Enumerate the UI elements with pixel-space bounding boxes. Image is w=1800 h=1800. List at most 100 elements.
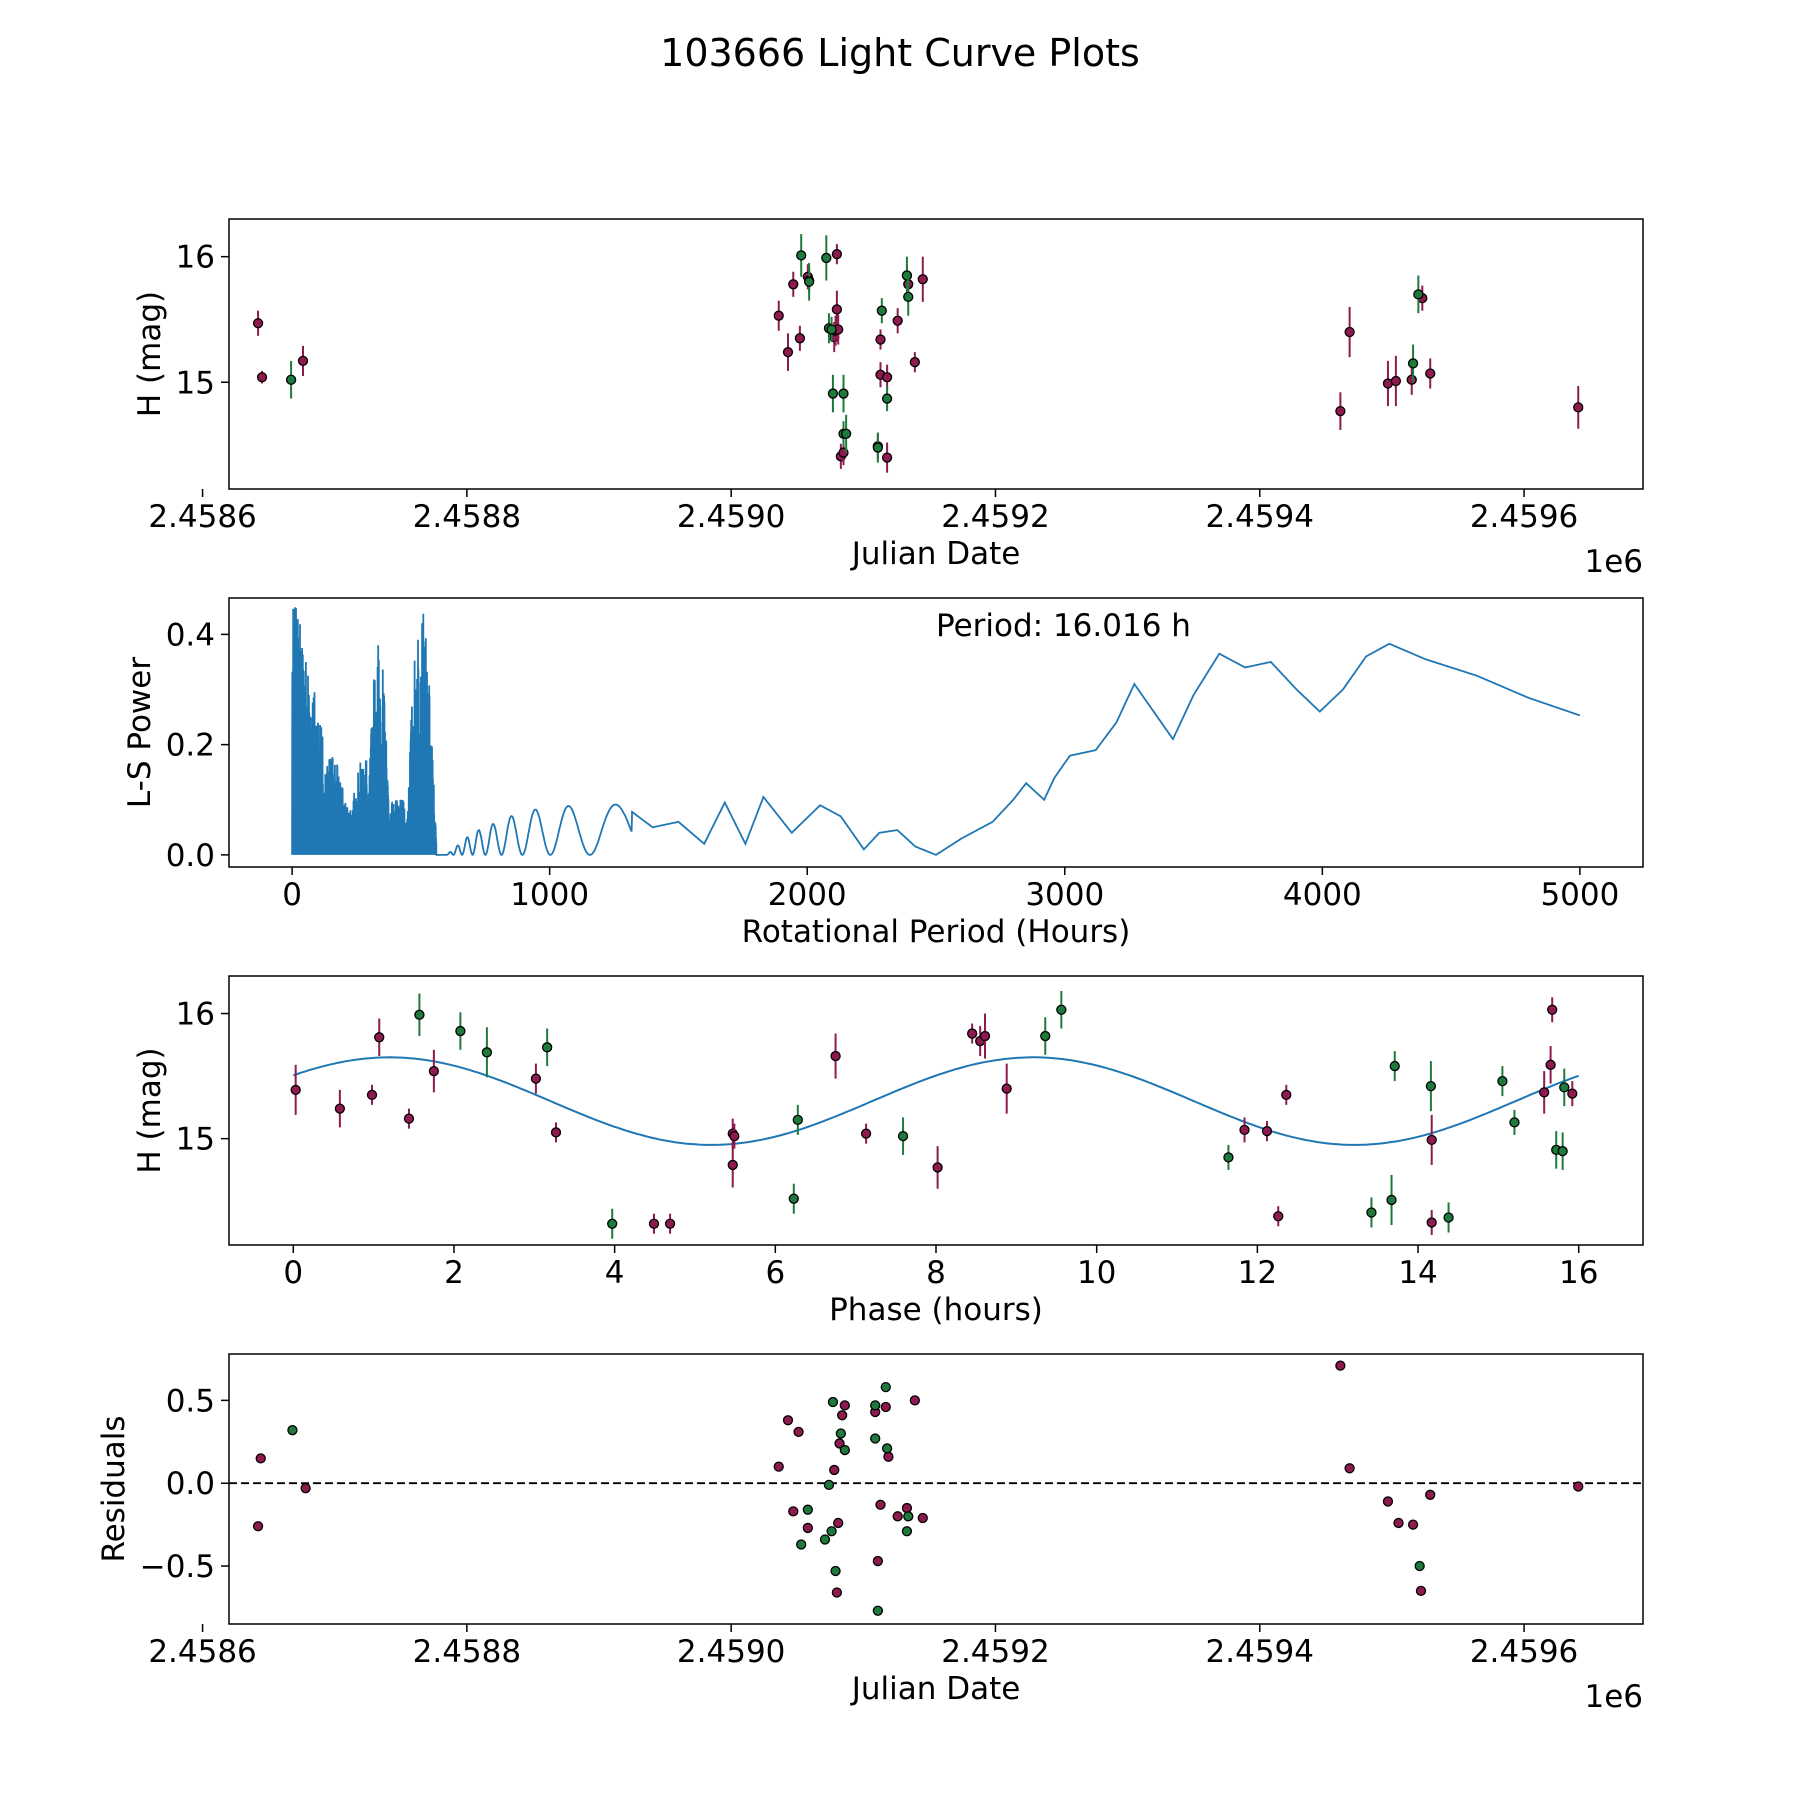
data-point xyxy=(831,249,843,260)
data-point xyxy=(1559,1082,1570,1093)
data-point xyxy=(1573,1481,1584,1492)
data-point xyxy=(428,1065,440,1077)
data-point xyxy=(875,334,886,345)
data-point xyxy=(256,372,268,383)
data-point xyxy=(1056,1004,1067,1015)
panel-periodogram: 0 1000 2000 3000 4000 5000 0.0 0.2 0.4 Rotational… xyxy=(122,597,1644,950)
data-point xyxy=(550,1127,562,1138)
data-point xyxy=(727,1159,738,1171)
data-point xyxy=(1001,1083,1012,1094)
x-tick-label: 2.4590 xyxy=(677,1634,785,1670)
model-curve xyxy=(292,1056,1580,1146)
data-point xyxy=(300,1483,311,1494)
data-point xyxy=(1426,1217,1437,1228)
data-point xyxy=(287,1425,298,1436)
data-point xyxy=(374,1032,385,1043)
data-point xyxy=(830,1050,841,1062)
data-point xyxy=(826,1526,837,1537)
data-point xyxy=(542,1042,553,1053)
x-tick-label: 14 xyxy=(1398,1255,1437,1291)
data-point xyxy=(1393,1517,1404,1529)
data-point xyxy=(881,452,893,463)
data-point xyxy=(903,1511,914,1522)
data-point xyxy=(880,1381,891,1393)
data-point xyxy=(1407,358,1419,369)
data-point xyxy=(802,1522,813,1534)
y-tick-label: 15 xyxy=(176,1122,215,1158)
data-point xyxy=(297,355,309,367)
data-point xyxy=(607,1218,618,1229)
x-axis-label: Phase (hours) xyxy=(829,1292,1043,1328)
data-point xyxy=(1425,368,1436,379)
period-annotation: Period: 16.016 h xyxy=(936,608,1191,644)
data-point xyxy=(872,442,884,453)
x-tick-label: 8 xyxy=(926,1255,946,1291)
data-point xyxy=(793,1426,804,1438)
y-tick-label: 0.4 xyxy=(166,617,215,653)
data-point xyxy=(788,1193,799,1204)
data-point xyxy=(403,1113,415,1124)
data-point xyxy=(881,1443,893,1454)
data-point xyxy=(1509,1117,1520,1128)
data-point xyxy=(1344,326,1355,338)
data-point xyxy=(1406,374,1417,385)
data-point xyxy=(366,1089,378,1101)
panel-residuals: 2.4586 2.4588 2.4590 2.4592 2.4594 2.4596 −0.5… xyxy=(96,1353,1644,1715)
data-point xyxy=(1335,405,1346,417)
data-point xyxy=(860,1128,872,1139)
data-point xyxy=(782,1415,794,1426)
y-tick-label: 16 xyxy=(176,240,215,276)
data-point xyxy=(870,1400,881,1411)
data-point xyxy=(1261,1125,1273,1137)
data-point xyxy=(872,1555,884,1567)
data-point xyxy=(901,1502,913,1514)
data-point xyxy=(1386,1194,1397,1206)
y-axis-label: H (mag) xyxy=(132,291,168,417)
x-tick-label: 2.4588 xyxy=(413,1634,521,1670)
data-point xyxy=(802,1504,813,1515)
y-tick-label: 15 xyxy=(176,365,215,401)
data-point xyxy=(1414,1560,1425,1572)
data-point xyxy=(1344,1463,1355,1474)
x-tick-label: 0 xyxy=(282,877,302,913)
x-tick-label: 2.4594 xyxy=(1206,1634,1314,1670)
data-point xyxy=(917,1512,928,1524)
data-point xyxy=(803,276,815,287)
data-point xyxy=(1497,1075,1508,1087)
data-point xyxy=(909,1395,921,1406)
data-point xyxy=(883,1451,894,1462)
data-point xyxy=(1366,1207,1377,1218)
data-point xyxy=(821,252,832,264)
data-point xyxy=(830,1565,841,1577)
panel-raw: 2.4586 2.4588 2.4590 2.4592 2.4594 2.4596 15 16… xyxy=(132,218,1644,580)
x-tick-label: 2.4592 xyxy=(941,499,1049,535)
data-point xyxy=(1382,1496,1394,1507)
data-point xyxy=(1573,402,1584,413)
data-point xyxy=(826,324,837,335)
axes-frame xyxy=(228,597,1644,868)
data-point xyxy=(880,1401,891,1413)
x-tick-label: 2.4586 xyxy=(148,499,256,535)
x-offset-label: 1e6 xyxy=(1584,544,1643,580)
y-axis-label: L-S Power xyxy=(122,657,158,808)
data-point xyxy=(1281,1089,1292,1101)
data-point xyxy=(252,1521,264,1532)
data-point xyxy=(1415,1585,1427,1597)
data-point xyxy=(1443,1212,1454,1223)
plot-area xyxy=(252,234,1584,473)
x-tick-label: 2 xyxy=(444,1255,464,1291)
data-point xyxy=(414,1009,425,1020)
x-tick-label: 10 xyxy=(1077,1255,1116,1291)
data-point xyxy=(782,346,794,358)
x-tick-label: 4000 xyxy=(1283,877,1362,913)
data-point xyxy=(838,388,849,399)
data-point xyxy=(255,1453,266,1464)
data-point xyxy=(1335,1360,1346,1371)
data-point xyxy=(1389,1060,1400,1072)
data-point xyxy=(773,1461,784,1472)
x-tick-label: 2.4592 xyxy=(941,1634,1049,1670)
x-tick-label: 16 xyxy=(1559,1255,1598,1291)
panel-phase: 0 2 4 6 8 10 12 14 16 15 16 Phase (hours) H (mag) xyxy=(132,975,1644,1328)
data-point xyxy=(1567,1088,1578,1099)
data-point xyxy=(892,315,903,326)
